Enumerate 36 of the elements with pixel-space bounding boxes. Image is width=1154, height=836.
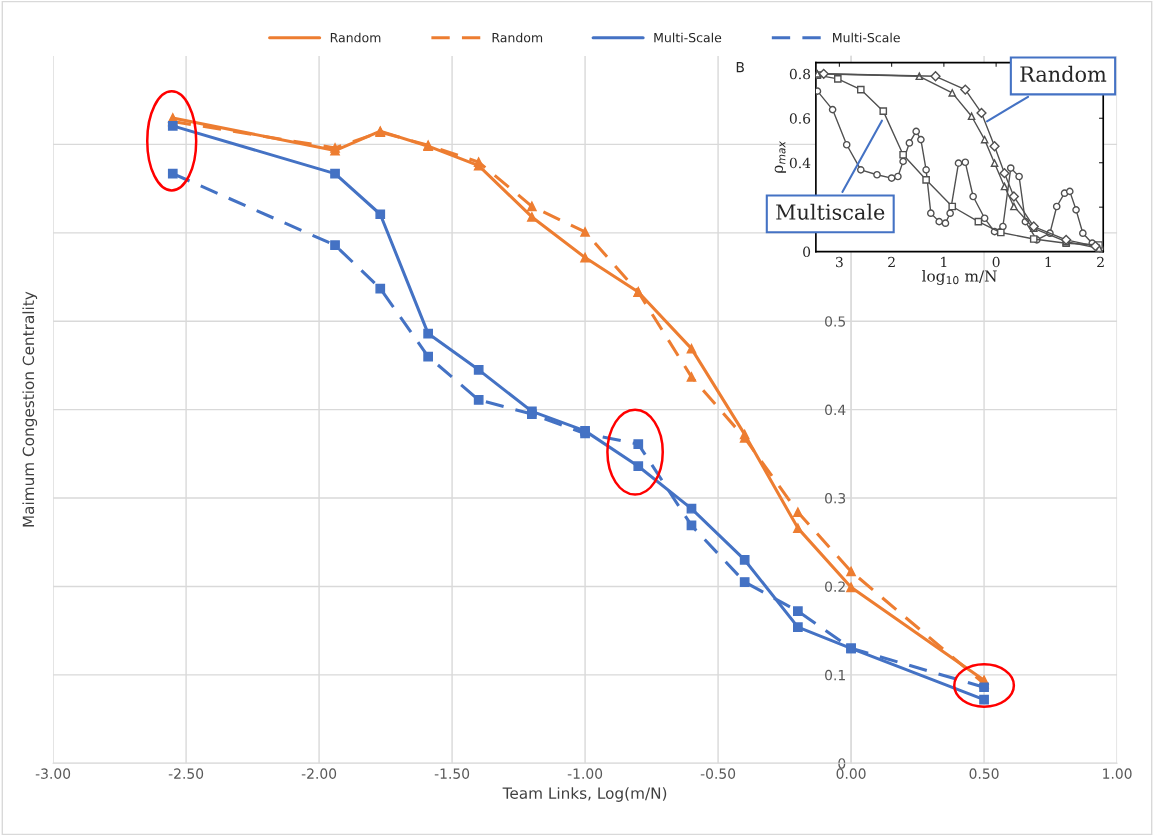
y-tick-label: 0.5 xyxy=(825,316,845,327)
legend-label: Multi-Scale xyxy=(654,32,722,43)
x-tick-label: 2 xyxy=(1097,256,1104,268)
y-tick-label: 0.4 xyxy=(789,157,811,169)
annotation: Random xyxy=(1020,65,1107,82)
x-tick-label: 0 xyxy=(992,256,1000,268)
x-tick-label: 1 xyxy=(941,256,947,268)
y-tick-label: 0.3 xyxy=(825,493,846,504)
annotation: Multiscale xyxy=(776,203,885,220)
y-tick-label: 0.2 xyxy=(825,581,845,592)
x-tick-label: -1.00 xyxy=(567,768,603,779)
x-tick-label: -1.50 xyxy=(434,768,470,779)
x-tick-label: 0.00 xyxy=(836,768,866,779)
annotation: B xyxy=(736,62,744,73)
x-tick-label: 2 xyxy=(888,256,895,268)
x-tick-label: -0.50 xyxy=(700,768,736,779)
x-tick-label: 0.50 xyxy=(969,768,999,779)
y-tick-label: 0.1 xyxy=(825,669,845,681)
x-tick-label: 1.00 xyxy=(1103,768,1132,779)
y-axis-title: Maimum Congestion Centrality xyxy=(22,291,38,527)
y-tick-label: 0.8 xyxy=(789,68,811,80)
legend-label: Random xyxy=(492,32,543,43)
y-tick-label: 0 xyxy=(803,246,811,258)
x-tick-label: -2.00 xyxy=(301,768,337,779)
y-tick-label: 0.4 xyxy=(825,404,846,416)
legend-label: Random xyxy=(330,32,381,43)
y-tick-label: 0 xyxy=(838,758,846,769)
legend-label: Multi-Scale xyxy=(833,32,900,43)
x-axis-title: log$_{10}$ m/N xyxy=(922,269,997,285)
y-axis-title: ρ$_{max}$ xyxy=(774,141,787,173)
x-axis-title: Team Links, Log(m/N) xyxy=(502,787,667,802)
x-tick-label: -3.00 xyxy=(35,768,71,779)
x-tick-label: 3 xyxy=(836,256,843,268)
x-tick-label: -2.50 xyxy=(168,768,204,779)
x-tick-label: 1 xyxy=(1045,256,1051,268)
y-tick-label: 0.6 xyxy=(789,113,811,124)
